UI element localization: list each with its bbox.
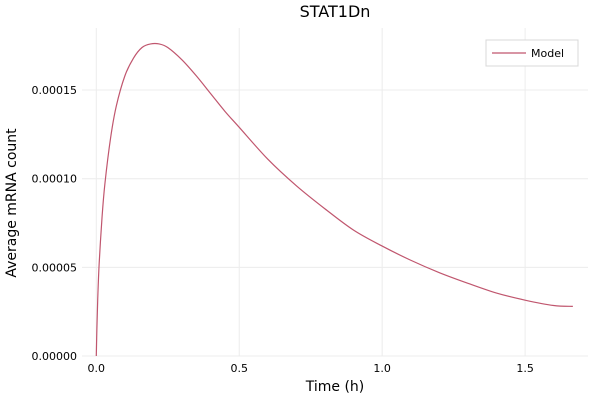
x-tick-label: 1.5 (516, 362, 534, 375)
chart-title: STAT1Dn (300, 2, 371, 21)
x-tick-labels: 0.0 0.5 1.0 1.5 (88, 362, 534, 375)
x-tick-label: 0.0 (88, 362, 106, 375)
y-tick-label: 0.00000 (32, 350, 78, 363)
y-tick-labels: 0.00000 0.00005 0.00010 0.00015 (32, 84, 78, 363)
series-line-model (95, 42, 573, 357)
y-axis-label: Average mRNA count (4, 128, 20, 278)
x-axis-label: Time (h) (305, 379, 365, 395)
y-tick-label: 0.00005 (32, 261, 78, 274)
y-tick-label: 0.00010 (32, 173, 78, 186)
legend-label-model: Model (531, 47, 564, 60)
series-layer (95, 42, 573, 357)
legend: Model (485, 39, 579, 67)
x-tick-label: 0.5 (230, 362, 248, 375)
y-tick-label: 0.00015 (32, 84, 78, 97)
x-tick-label: 1.0 (373, 362, 391, 375)
grid (82, 28, 588, 357)
